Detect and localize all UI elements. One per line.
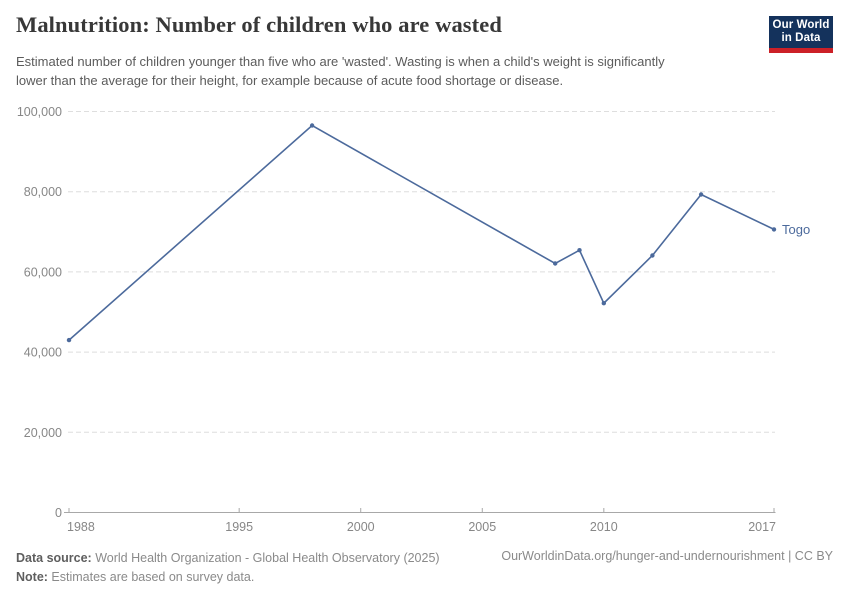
data-point [309, 123, 315, 128]
x-axis-label: 2000 [347, 520, 375, 534]
chart-subtitle: Estimated number of children younger tha… [16, 54, 665, 88]
data-point [601, 301, 606, 306]
logo-line1: Our World [772, 19, 830, 31]
series-end-label: Togo [782, 222, 810, 237]
data-source-label: Data source: [16, 551, 92, 565]
note-text: Estimates are based on survey data. [47, 570, 255, 584]
y-axis-label: 100,000 [17, 105, 62, 119]
data-point [577, 248, 582, 253]
data-point [66, 337, 72, 343]
data-point [698, 192, 704, 197]
y-axis-label: 60,000 [24, 265, 62, 279]
y-axis-label: 40,000 [24, 346, 62, 360]
x-axis-label: 2017 [748, 520, 776, 534]
data-point [553, 261, 558, 266]
x-axis-label: 2010 [590, 520, 618, 534]
y-axis-label: 80,000 [24, 185, 62, 199]
data-point [650, 253, 655, 258]
note-label: Note: [16, 570, 48, 584]
y-axis-label: 0 [55, 506, 62, 520]
logo-line2: in Data [781, 32, 821, 44]
data-source-text: World Health Organization - Global Healt… [91, 551, 440, 565]
y-axis-label: 20,000 [24, 426, 62, 440]
x-axis-label: 2005 [468, 520, 496, 534]
footer-link: OurWorldinData.org/hunger-and-undernouri… [501, 549, 833, 563]
owid-logo: Our World in Data [769, 16, 833, 53]
page-title: Malnutrition: Number of children who are… [16, 12, 502, 37]
note-line: Note: Estimates are based on survey data… [16, 568, 440, 587]
data-point [771, 227, 777, 232]
footer-source-note: Data source: World Health Organization -… [16, 549, 440, 587]
x-axis-label: 1995 [225, 520, 253, 534]
x-axis-label: 1988 [67, 520, 95, 534]
data-source-line: Data source: World Health Organization -… [16, 549, 440, 568]
togo-line [68, 124, 775, 341]
